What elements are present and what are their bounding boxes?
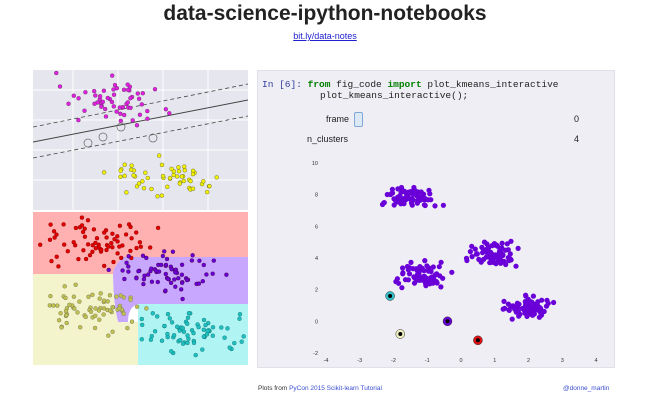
svg-text:3: 3 (561, 358, 564, 364)
kmeans-chart: 10 8 6 4 2 0 -2 -4 -3 -2 -1 0 1 2 3 4 (312, 161, 598, 364)
notebook-cell: In [6]: from fig_code import plot_kmeans… (257, 70, 615, 368)
code-module: fig_code (330, 79, 388, 90)
code-keyword-from: from (307, 79, 331, 90)
page-title: data-science-ipython-notebooks (163, 2, 487, 25)
svg-text:4: 4 (594, 358, 597, 364)
n-clusters-label: n_clusters (307, 134, 349, 144)
svm-plot (32, 70, 249, 210)
credits: Plots from PyCon 2015 Scikit-learn Tutor… (258, 385, 382, 392)
svg-text:6: 6 (315, 224, 318, 230)
subtitle-link-wrap: bit.ly/data-notes (0, 31, 650, 41)
credits-prefix: Plots from (258, 385, 290, 392)
frame-slider-handle[interactable] (354, 112, 363, 127)
twitter-handle-link[interactable]: @donne_martin (563, 385, 610, 392)
svg-text:8: 8 (315, 193, 318, 199)
svg-text:-3: -3 (357, 358, 362, 364)
notes-link[interactable]: bit.ly/data-notes (293, 31, 357, 41)
twitter-handle-wrap: @donne_martin (563, 385, 609, 392)
svg-text:1: 1 (493, 358, 496, 364)
svg-text:0: 0 (315, 319, 318, 325)
svg-text:-1: -1 (425, 358, 430, 364)
svg-text:0: 0 (459, 358, 462, 364)
svg-text:10: 10 (312, 161, 318, 167)
code-line-2: plot_kmeans_interactive(); (320, 90, 469, 101)
regions-chart (28, 212, 256, 365)
svg-text:-2: -2 (313, 351, 318, 357)
svg-text:2: 2 (315, 288, 318, 294)
n-clusters-value: 4 (574, 134, 580, 144)
frame-label: frame (326, 114, 350, 124)
decision-regions-plot (28, 212, 256, 365)
svg-text:2: 2 (527, 358, 530, 364)
svg-text:-4: -4 (324, 358, 329, 364)
code-keyword-import: import (387, 79, 422, 90)
code-cell[interactable]: In [6]: from fig_code import plot_kmeans… (262, 79, 559, 101)
code-import-name: plot_kmeans_interactive (421, 79, 559, 90)
frame-value: 0 (574, 114, 580, 124)
svg-text:4: 4 (315, 256, 318, 262)
svg-text:-2: -2 (391, 358, 396, 364)
svm-chart (32, 70, 249, 210)
tutorial-link[interactable]: PyCon 2015 Scikit-learn Tutorial (289, 385, 382, 392)
cell-prompt: In [6]: (262, 79, 302, 90)
